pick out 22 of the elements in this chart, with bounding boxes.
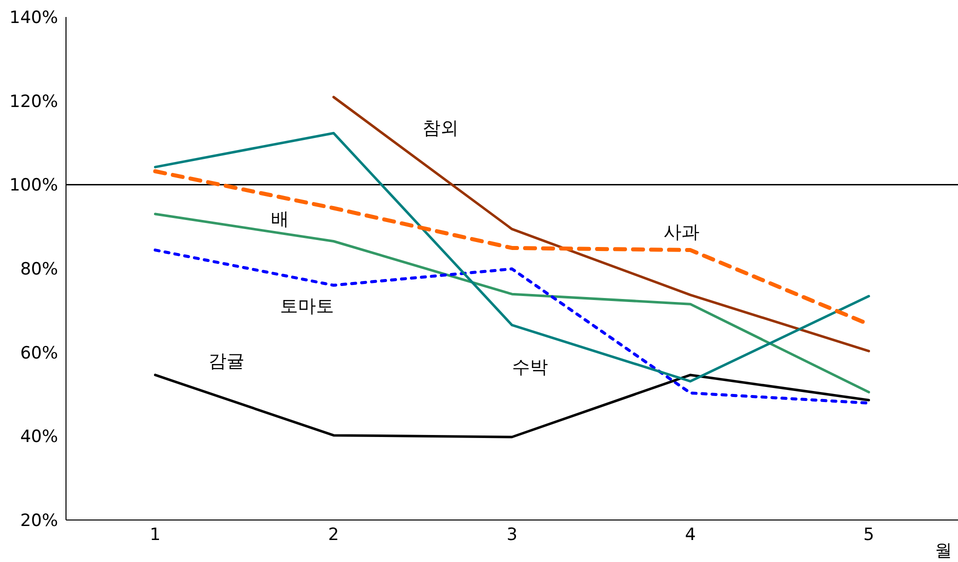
series-label: 감귤 xyxy=(208,350,245,374)
series-label: 사과 xyxy=(663,220,700,244)
y-tick-label: 120% xyxy=(9,92,58,112)
x-axis-title: 월 xyxy=(935,541,952,561)
y-tick-label: 80% xyxy=(20,260,58,280)
series-label: 배 xyxy=(271,208,290,232)
y-tick-label: 60% xyxy=(20,343,58,364)
x-tick-label: 5 xyxy=(863,525,874,546)
series-label: 참외 xyxy=(422,117,459,140)
y-tick-label: 20% xyxy=(20,511,58,532)
line-series xyxy=(154,212,870,394)
x-tick-label: 1 xyxy=(150,525,161,546)
y-tick-label: 100% xyxy=(9,176,58,196)
y-tick-label: 140% xyxy=(9,8,58,28)
x-tick-label: 2 xyxy=(328,525,340,546)
x-tick-label: 4 xyxy=(684,525,696,546)
series-label: 토마토 xyxy=(280,294,334,318)
x-tick-label: 3 xyxy=(506,525,518,546)
series-label: 수박 xyxy=(512,356,548,379)
line-series xyxy=(154,248,870,405)
y-tick-label: 40% xyxy=(20,427,58,448)
line-series xyxy=(332,96,870,352)
